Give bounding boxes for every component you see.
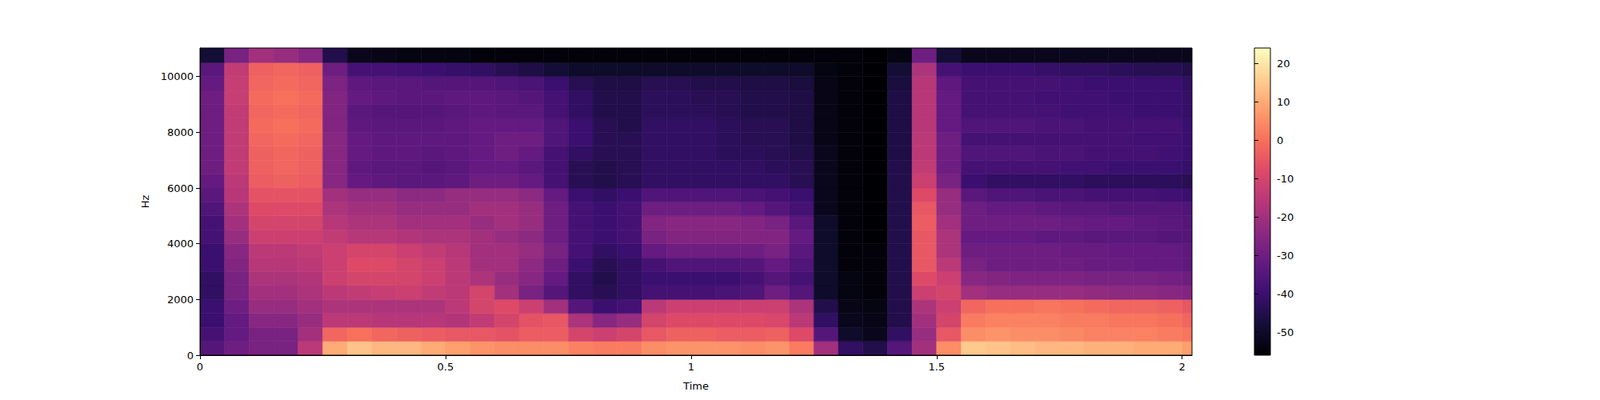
svg-text:0: 0 <box>187 349 194 362</box>
svg-text:-20: -20 <box>1276 211 1294 224</box>
svg-text:-40: -40 <box>1276 288 1294 300</box>
svg-text:Hz: Hz <box>139 195 152 209</box>
svg-text:0: 0 <box>196 360 204 373</box>
svg-text:0.5: 0.5 <box>437 360 455 373</box>
svg-text:1: 1 <box>688 360 695 373</box>
svg-text:0: 0 <box>1276 134 1284 147</box>
svg-text:Time: Time <box>682 380 709 392</box>
svg-text:8000: 8000 <box>167 126 194 139</box>
svg-text:10: 10 <box>1276 96 1291 108</box>
svg-text:-50: -50 <box>1276 326 1294 339</box>
svg-text:2000: 2000 <box>167 293 194 306</box>
svg-text:-10: -10 <box>1276 172 1294 185</box>
svg-text:10000: 10000 <box>160 70 194 83</box>
svg-text:4000: 4000 <box>167 237 194 250</box>
svg-text:1.5: 1.5 <box>928 360 945 373</box>
svg-text:6000: 6000 <box>167 182 194 195</box>
svg-text:-30: -30 <box>1276 249 1294 262</box>
svg-text:2: 2 <box>1179 360 1186 373</box>
svg-text:20: 20 <box>1276 57 1291 70</box>
